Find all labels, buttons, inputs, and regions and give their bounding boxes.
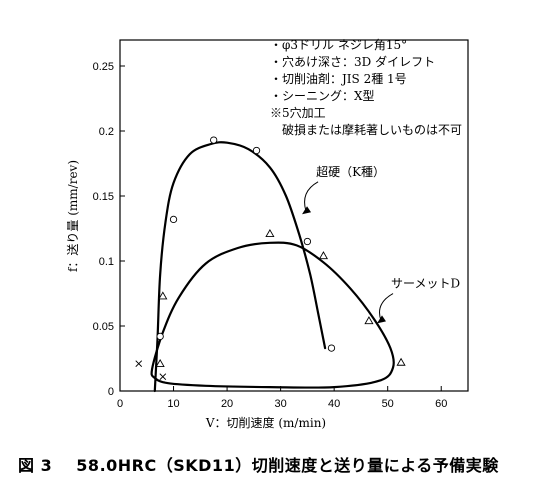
- triangle-marker: [265, 228, 275, 238]
- x-tick-label: 60: [435, 398, 447, 410]
- figure-caption-text: 58.0HRC（SKD11）切削速度と送り量による予備実験: [76, 456, 499, 475]
- series-label-leaders: 超硬（K種） サーメットD: [302, 164, 460, 324]
- circle-marker: [169, 215, 178, 224]
- carbide-label-leader: [304, 181, 319, 212]
- y-tick-label: 0: [108, 386, 114, 398]
- circle-marker: [327, 344, 336, 352]
- cermet-label: サーメットD: [391, 277, 460, 291]
- y-tick-label: 0.1: [99, 256, 114, 268]
- figure-number: 図 3: [18, 456, 53, 475]
- y-tick-label: 0.05: [93, 321, 114, 333]
- cross-marker: [159, 373, 167, 381]
- x-tick-label: 10: [167, 398, 179, 410]
- cermet-label-arrowhead: [376, 315, 386, 324]
- x-tick-label: 20: [221, 398, 233, 410]
- triangle-marker: [155, 358, 165, 367]
- triangle-marker: [364, 316, 374, 325]
- triangle-marker: [318, 251, 329, 260]
- triangle-marker: [396, 357, 406, 366]
- condition-note: ・切削油剤：JIS 2種 1号: [270, 71, 407, 86]
- cermet-boundary-curve: [150, 241, 395, 389]
- plot-frame: [119, 39, 469, 392]
- condition-note: ※5穴加工: [270, 105, 326, 120]
- x-tick-label: 0: [117, 398, 123, 410]
- y-tick-label: 0.25: [93, 61, 114, 73]
- data-markers: [135, 136, 406, 381]
- condition-note: ・φ3ドリル ネジレ角15°: [270, 38, 407, 52]
- cross-marker: [135, 360, 143, 368]
- cermet-label-leader: [379, 293, 394, 321]
- y-axis-label: f：送り量 (mm/rev): [65, 160, 80, 272]
- axis-ticks: 0 10 20 30 40 50 60 0 0.05 0.1 0.15 0.2 0.25: [93, 61, 448, 410]
- circle-marker: [156, 332, 164, 341]
- carbide-label: 超硬（K種）: [316, 164, 385, 179]
- figure-caption: 図 3 58.0HRC（SKD11）切削速度と送り量による予備実験: [18, 452, 548, 482]
- x-tick-label: 50: [382, 398, 394, 410]
- circle-marker: [252, 146, 261, 155]
- condition-notes: ・φ3ドリル ネジレ角15° ・穴あけ深さ：3D ダイレフト・切削油剤：JIS 2…: [270, 38, 462, 137]
- x-tick-label: 40: [328, 398, 340, 410]
- condition-note: ・穴あけ深さ：3D ダイレフト: [270, 54, 435, 69]
- x-tick-label: 30: [274, 398, 286, 410]
- x-axis-label: V：切削速度 (m/min): [205, 415, 326, 430]
- y-tick-label: 0.15: [93, 191, 114, 203]
- circle-marker: [210, 136, 218, 144]
- carbide-boundary-curve: [153, 141, 327, 393]
- circle-marker: [303, 237, 312, 246]
- y-tick-label: 0.2: [99, 126, 114, 138]
- boundary-curves: [150, 141, 395, 393]
- carbide-label-arrowhead: [302, 206, 312, 215]
- triangle-marker: [158, 291, 168, 300]
- condition-note: ・シーニング：X型: [270, 89, 375, 103]
- condition-note: 破損または摩耗著しいものは不可: [282, 122, 462, 137]
